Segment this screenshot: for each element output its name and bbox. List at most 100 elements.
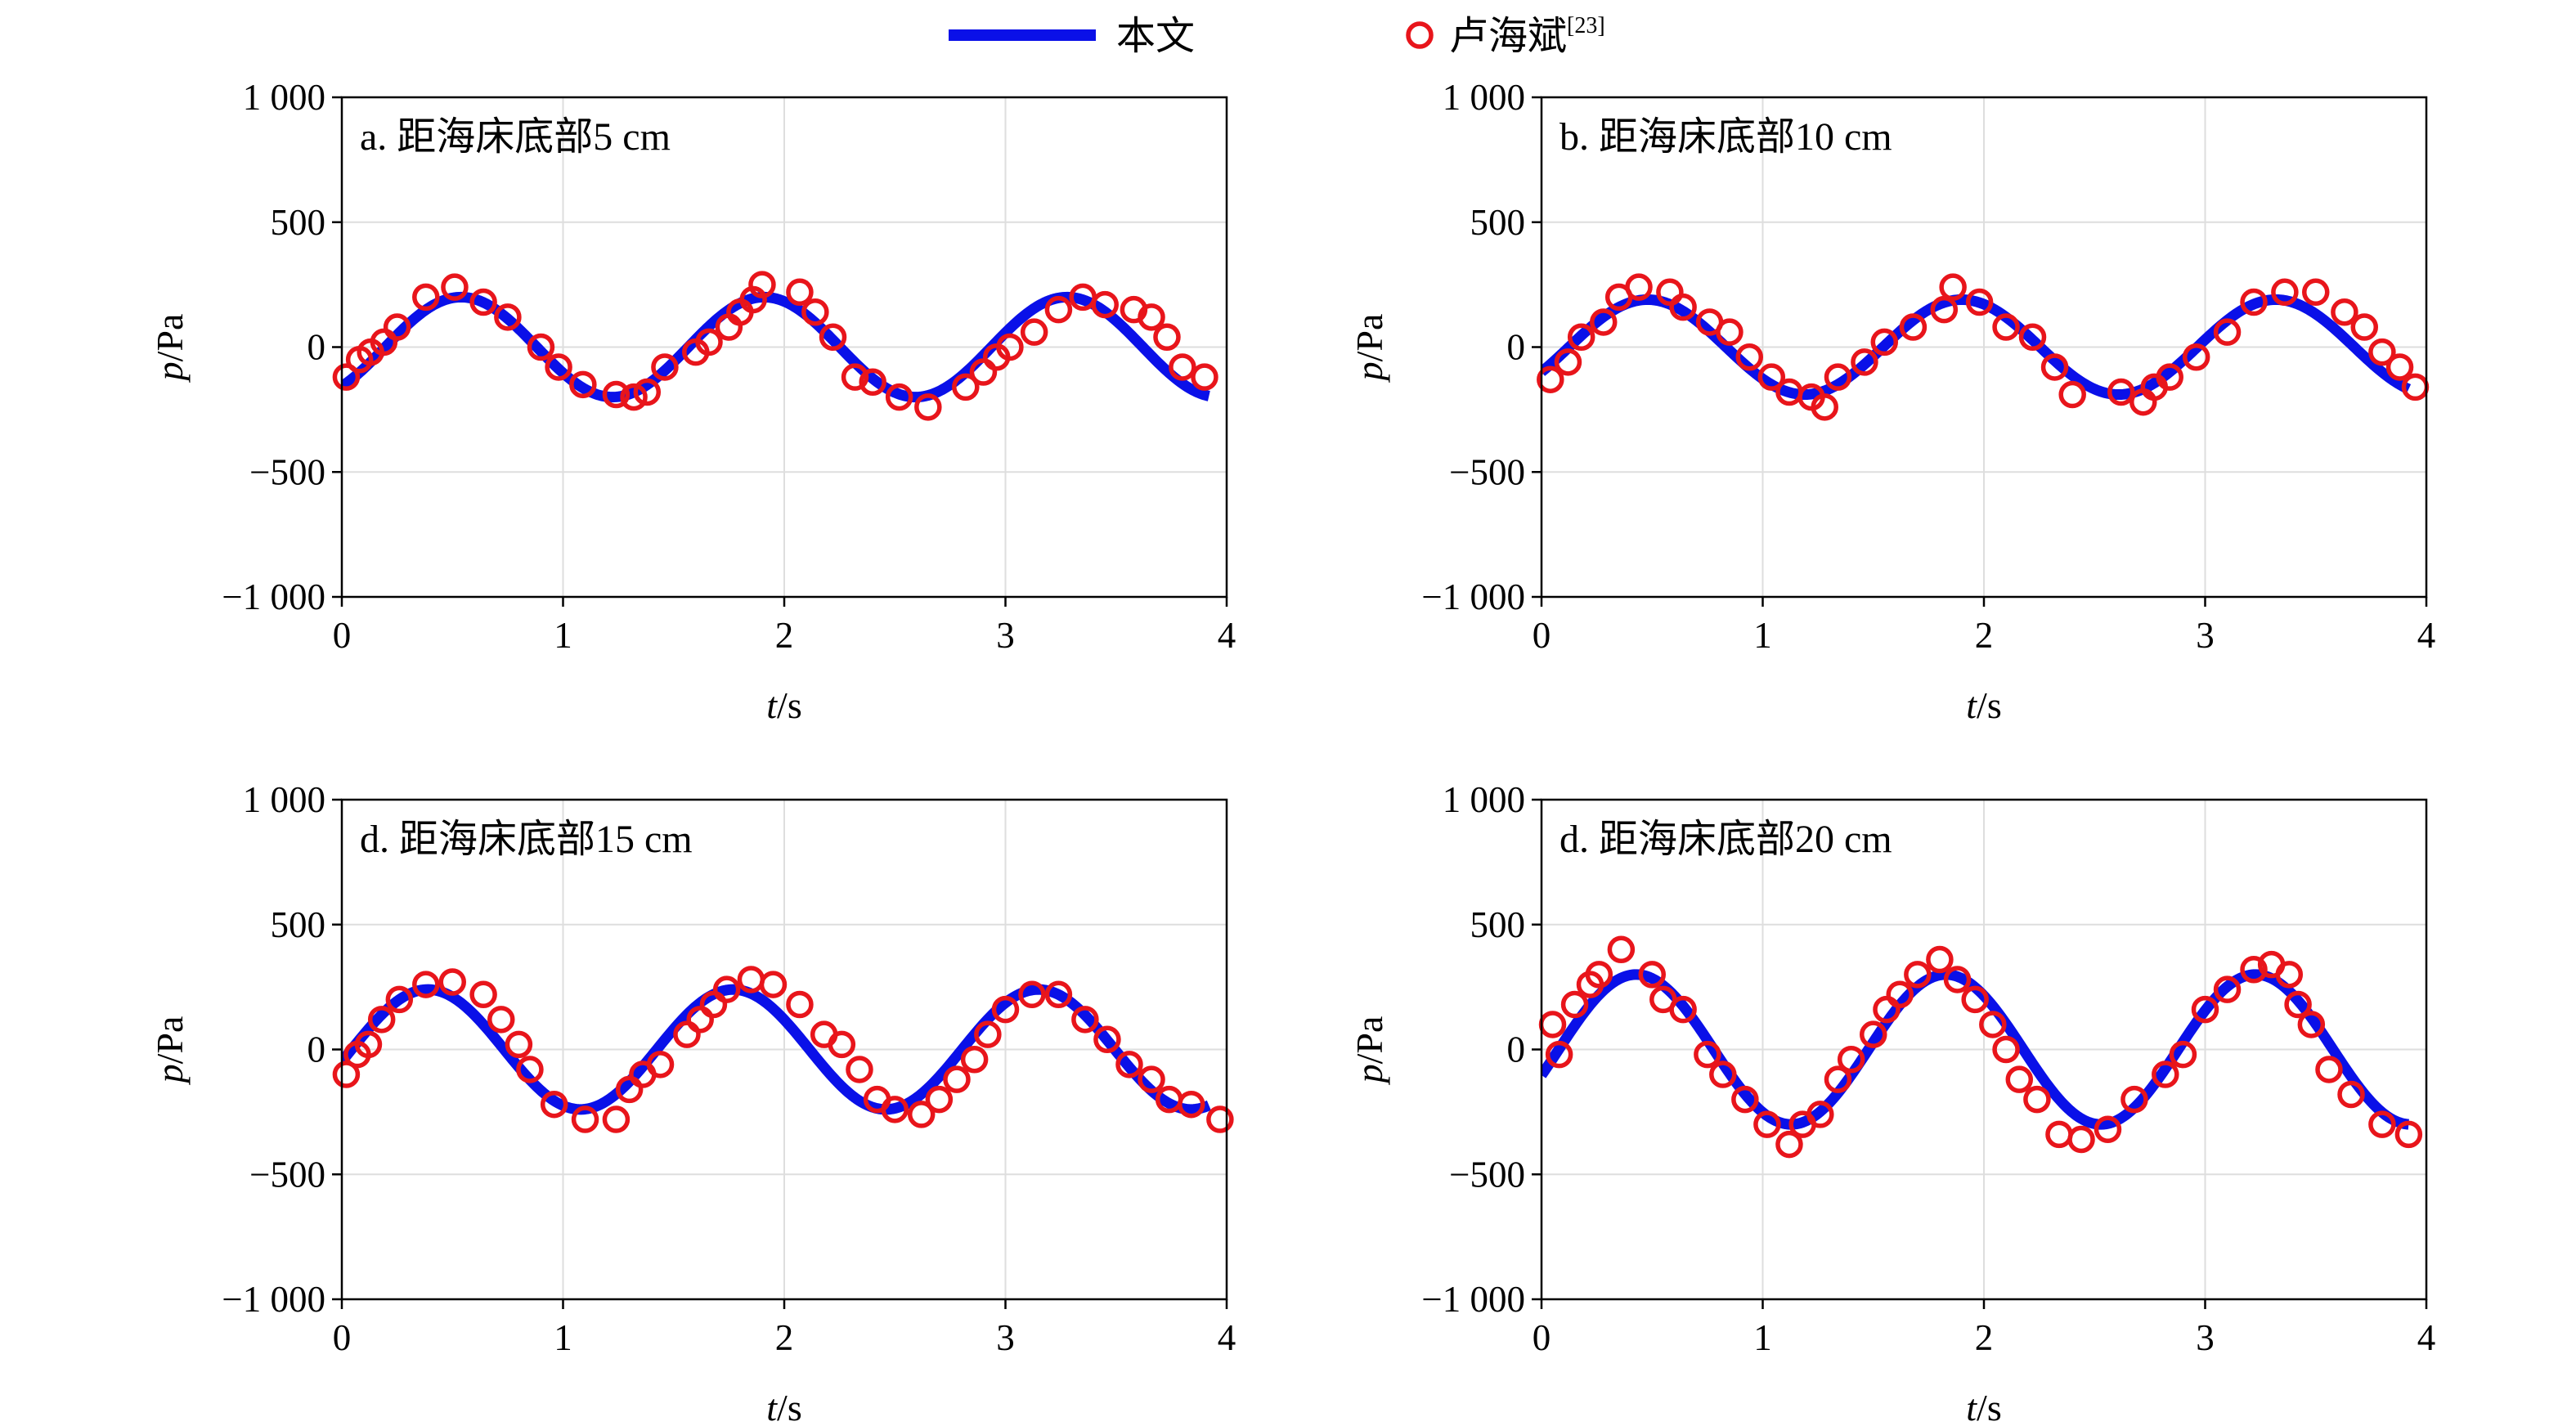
panel-3-measured-point	[1545, 1040, 1573, 1069]
panel-3-y-axis-label: p/Pa	[1349, 1016, 1390, 1086]
panel-3-measured-point	[2394, 1120, 2423, 1149]
panel-2-measured-point	[759, 971, 788, 998]
panel-3-x-tick-label: 3	[2196, 1317, 2215, 1358]
panel-2-measured-point	[991, 995, 1020, 1024]
panel-3-measured-point	[1585, 961, 1613, 989]
panel-3-measured-point	[1753, 1110, 1781, 1138]
panel-0-x-axis-unit: /s	[777, 684, 802, 726]
panel-2-measured-point	[1138, 1065, 1165, 1093]
panel-1-x-tick-label: 2	[1975, 615, 1994, 656]
panel-2-measured-point	[438, 968, 466, 996]
panel-0-x-tick-label: 2	[775, 615, 794, 656]
panel-2-measured-point	[615, 1075, 644, 1104]
panel-3-measured-point	[2169, 1040, 2197, 1069]
panel-0-measured-point	[602, 380, 631, 409]
panel-2-measured-point	[1093, 1025, 1121, 1054]
panel-1-measured-point	[2302, 278, 2330, 307]
panel-1-measured-point	[1992, 313, 2020, 341]
panel-2-measured-point	[1177, 1090, 1205, 1119]
panel-2-y-tick-label: −1 000	[222, 1279, 325, 1320]
subplot-c: 0 1 2 3 4 1 000 500 0 −500 −1 000 d. 距海床底部15 cm t/s…	[149, 779, 1236, 1426]
panel-2-measured-point	[1018, 980, 1046, 1009]
panel-3-measured-point	[1824, 1065, 1852, 1093]
panel-2-measured-point	[828, 1030, 856, 1059]
panel-0-y-tick-label: 500	[271, 202, 326, 243]
panel-2-measured-point	[960, 1045, 989, 1074]
panel-3-measured-point	[1806, 1101, 1834, 1128]
panel-0-x-tick-label: 4	[1218, 615, 1236, 656]
panel-2-measured-point	[1044, 980, 1073, 1009]
panel-2-measured-point	[846, 1056, 873, 1083]
panel-2-x-tick-label: 4	[1218, 1317, 1236, 1358]
panel-2-measured-point	[1071, 1006, 1099, 1034]
panel-2-measured-point	[516, 1056, 544, 1083]
panel-1-x-axis-label: t/s	[1966, 684, 2001, 726]
panel-3-measured-point	[1607, 935, 1636, 964]
panel-2-measured-point	[881, 1096, 909, 1123]
panel-0-measured-point	[859, 368, 886, 397]
panel-0-measured-point	[545, 353, 572, 381]
panel-1-measured-point	[2213, 318, 2242, 346]
panel-0-measured-point	[952, 373, 980, 401]
panel-1-x-tick-label: 0	[1533, 615, 1551, 656]
panel-3-measured-point	[1837, 1045, 1865, 1074]
panel-2-model-series-line	[342, 984, 1213, 1115]
panel-2-measured-point	[367, 1006, 396, 1034]
panel-1-measured-point	[2385, 353, 2414, 381]
panel-3-measured-point	[1638, 961, 1666, 989]
panel-1-measured-point	[2350, 313, 2379, 341]
panel-1-measured-point	[2018, 323, 2047, 352]
panel-3-measured-point	[2120, 1085, 2148, 1114]
panel-0-measured-point	[1153, 323, 1181, 352]
panel-1-measured-point	[1824, 363, 1852, 391]
panel-0-y-axis-var: p	[149, 361, 191, 383]
panel-2-x-tick-label: 3	[996, 1317, 1015, 1358]
panel-3-measured-point	[1926, 945, 1954, 974]
panel-3-measured-point	[2315, 1056, 2343, 1083]
panel-1-y-tick-label: −1 000	[1421, 576, 1525, 617]
panel-1-measured-point	[1757, 363, 1786, 391]
panel-0-measured-point	[969, 358, 998, 386]
panel-3-measured-point	[2275, 961, 2304, 989]
panel-1-x-tick-label: 1	[1753, 615, 1772, 656]
panel-3-y-tick-label: 500	[1470, 904, 1526, 945]
panel-1-measured-point	[2271, 278, 2299, 307]
panel-3-measured-point	[1775, 1130, 1803, 1159]
subplot-b: 0 1 2 3 4 1 000 500 0 −500 −1 000 b. 距海床底部10 cm t/s…	[1349, 77, 2435, 726]
panel-3-measured-point	[1560, 990, 1589, 1019]
panel-3-measured-point	[1731, 1085, 1759, 1114]
panel-0-x-axis-var: t	[766, 684, 778, 726]
panel-3-measured-point	[2045, 1120, 2073, 1149]
panel-3-measured-point	[1709, 1061, 1737, 1088]
panel-1-measured-point	[1851, 348, 1878, 376]
panel-1-measured-point	[1554, 348, 1582, 376]
panel-2-measured-point	[1206, 1105, 1234, 1133]
panel-1-measured-point	[2182, 343, 2210, 371]
panel-3-y-tick-label: 0	[1507, 1029, 1526, 1070]
panel-2-measured-point	[943, 1065, 971, 1093]
panel-3-measured-point	[1886, 980, 1914, 1009]
panel-2-y-axis-unit: /Pa	[149, 1016, 191, 1065]
panel-0-y-tick-label: 0	[307, 327, 326, 368]
legend-ref-marker	[1406, 21, 1434, 49]
panel-3-measured-point	[2094, 1115, 2122, 1144]
panel-2-measured-point	[712, 975, 741, 1003]
subplot-a: 0 1 2 3 4 1 000 500 0 −500 −1 000 a. 距海床底部5 cm t/s p…	[149, 77, 1236, 726]
panel-0-y-tick-label: −500	[249, 451, 325, 492]
panel-3-measured-point	[1979, 1011, 2007, 1038]
legend-ref-name: 卢海斌	[1449, 15, 1567, 58]
panel-0-measured-point	[494, 303, 522, 331]
panel-3-y-tick-label: −500	[1449, 1154, 1525, 1195]
panel-0-measured-point	[1169, 353, 1196, 381]
panel-0-measured-point	[1044, 295, 1073, 324]
panel-3-x-axis-unit: /s	[1977, 1387, 2002, 1426]
panel-0-measured-point	[620, 383, 648, 411]
panel-3-measured-point	[2023, 1085, 2051, 1114]
panel-2-measured-point	[737, 966, 765, 993]
panel-0-title: a. 距海床底部5 cm	[360, 115, 671, 159]
panel-3-title: d. 距海床底部20 cm	[1560, 818, 1892, 861]
panel-2-x-tick-label: 0	[333, 1317, 352, 1358]
panel-3-y-tick-label: 1 000	[1443, 779, 1525, 820]
panel-0-measured-point	[569, 370, 597, 399]
panel-0-measured-point	[412, 283, 440, 312]
